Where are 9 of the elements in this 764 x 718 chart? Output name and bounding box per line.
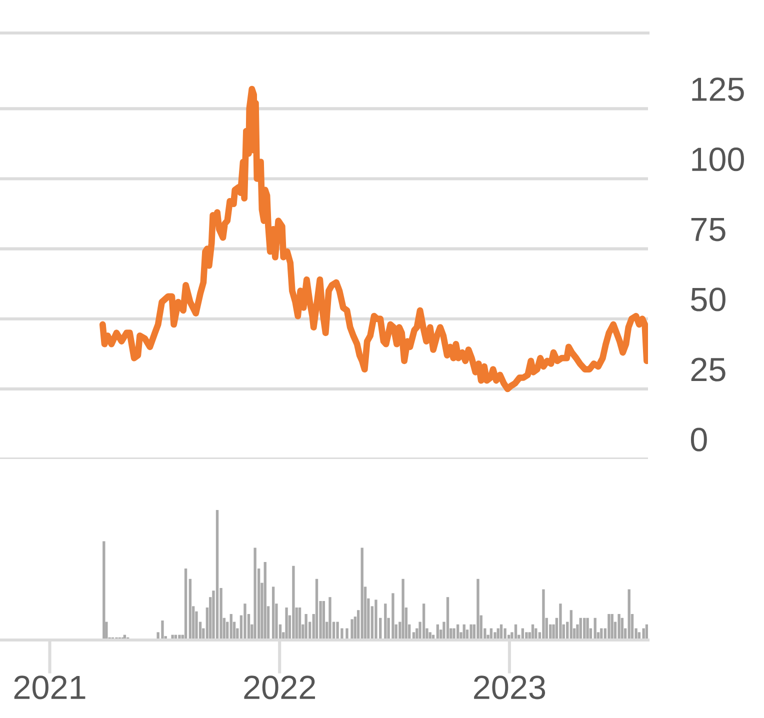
y-tick-label: 25	[691, 358, 726, 382]
y-tick-label: 125	[692, 77, 744, 102]
y-tick-label: 50	[691, 288, 726, 312]
x-tick-label: 2022	[244, 676, 316, 700]
y-tick-label: 75	[691, 218, 726, 242]
y-tick-label: 100	[692, 148, 744, 172]
x-tick-label: 2021	[14, 676, 86, 700]
x-tick-label: 2023	[474, 676, 546, 700]
y-tick-label: 0	[690, 428, 707, 452]
